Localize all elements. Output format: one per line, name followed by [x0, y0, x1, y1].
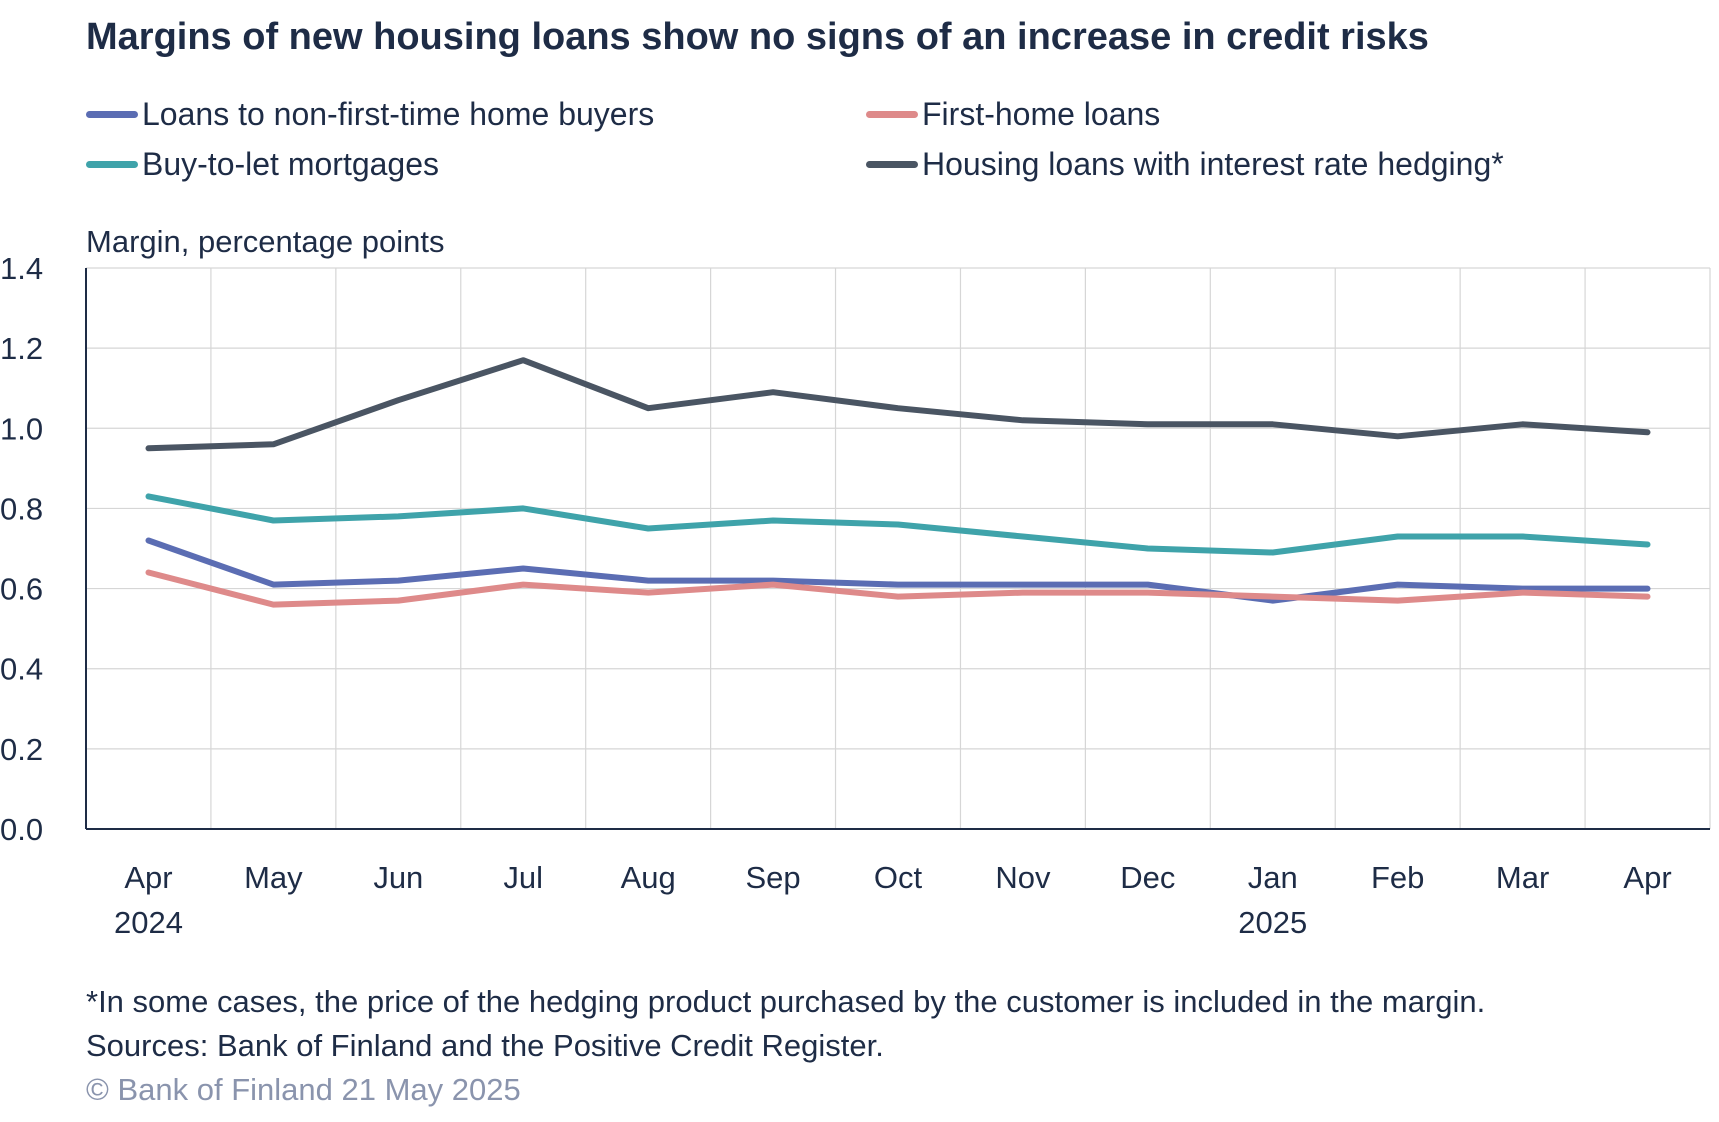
x-tick-label: Jul	[503, 860, 543, 895]
legend-item-hedging: Housing loans with interest rate hedging…	[866, 146, 1504, 183]
legend-swatch-hedging	[866, 161, 918, 168]
x-tick-label: Jan	[1248, 860, 1298, 895]
x-year-label: 2025	[1238, 905, 1307, 940]
x-axis-ticks: Apr 2024 May Jun Jul Aug Sep Oct Nov Dec Jan 2025 Fe…	[114, 860, 1672, 940]
legend-label-non-first-time: Loans to non-first-time home buyers	[142, 96, 655, 132]
y-tick-label: 1.0	[0, 411, 43, 446]
legend-label-hedging: Housing loans with interest rate hedging…	[922, 146, 1504, 182]
x-tick-label: Oct	[874, 860, 923, 895]
x-tick-label: Feb	[1371, 860, 1424, 895]
x-tick-label: Aug	[621, 860, 676, 895]
series-line-3	[145, 493, 1651, 556]
x-tick-label: Apr	[1623, 860, 1671, 895]
y-tick-label: 0.4	[0, 652, 43, 687]
legend-swatch-buy-to-let	[86, 161, 138, 168]
x-tick-label: Apr	[124, 860, 172, 895]
y-tick-label: 0.0	[0, 812, 43, 847]
legend-item-non-first-time: Loans to non-first-time home buyers	[86, 96, 654, 133]
series-line-2	[145, 569, 1651, 608]
series-line-1	[145, 537, 1651, 604]
legend-swatch-first-home	[866, 111, 918, 118]
y-tick-label: 0.2	[0, 732, 43, 767]
x-tick-label: Mar	[1496, 860, 1549, 895]
legend-item-buy-to-let: Buy-to-let mortgages	[86, 146, 439, 183]
footnote: *In some cases, the price of the hedging…	[86, 984, 1486, 1019]
chart-title: Margins of new housing loans show no sig…	[86, 16, 1429, 58]
y-tick-label: 1.2	[0, 331, 43, 366]
x-tick-label: May	[244, 860, 303, 895]
x-tick-label: Dec	[1120, 860, 1175, 895]
legend: Loans to non-first-time home buyers Firs…	[86, 96, 1686, 206]
x-year-label: 2024	[114, 905, 183, 940]
y-axis-label: Margin, percentage points	[86, 224, 444, 259]
y-tick-label: 0.8	[0, 491, 43, 526]
legend-label-buy-to-let: Buy-to-let mortgages	[142, 146, 440, 182]
copyright: © Bank of Finland 21 May 2025	[86, 1072, 521, 1107]
legend-item-first-home: First-home loans	[866, 96, 1160, 133]
sources: Sources: Bank of Finland and the Positiv…	[86, 1028, 884, 1063]
x-tick-label: Jun	[373, 860, 423, 895]
x-tick-label: Sep	[745, 860, 800, 895]
x-tick-label: Nov	[995, 860, 1051, 895]
axes	[85, 268, 1710, 830]
gridlines	[86, 267, 1711, 829]
series-line-4	[145, 357, 1651, 452]
y-tick-label: 0.6	[0, 572, 43, 607]
y-axis-ticks: 0.0 0.2 0.4 0.6 0.8 1.0 1.2 1.4	[0, 251, 43, 847]
legend-swatch-non-first-time	[86, 111, 138, 118]
legend-label-first-home: First-home loans	[922, 96, 1161, 132]
y-tick-label: 1.4	[0, 251, 43, 286]
series-lines	[145, 357, 1651, 608]
